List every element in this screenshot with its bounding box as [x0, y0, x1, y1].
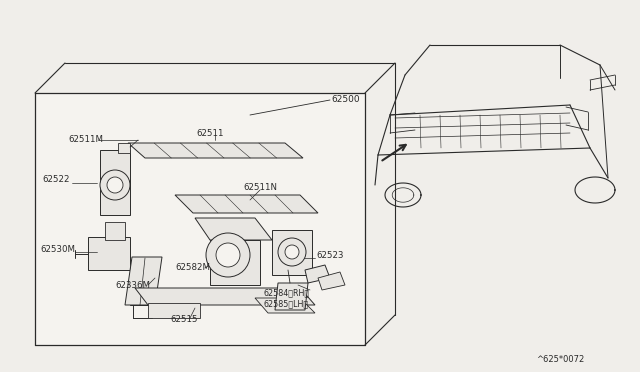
- Text: 62530M: 62530M: [40, 244, 75, 253]
- Text: 62511M: 62511M: [68, 135, 103, 144]
- Circle shape: [216, 243, 240, 267]
- Text: 62585〈LH〉: 62585〈LH〉: [263, 299, 308, 308]
- Circle shape: [206, 233, 250, 277]
- Text: ^625*0072: ^625*0072: [536, 356, 584, 365]
- Polygon shape: [210, 240, 260, 285]
- Polygon shape: [175, 195, 318, 213]
- Polygon shape: [118, 143, 130, 153]
- Circle shape: [278, 238, 306, 266]
- Polygon shape: [35, 93, 365, 345]
- Polygon shape: [128, 143, 303, 158]
- Polygon shape: [255, 298, 315, 313]
- Text: 62522: 62522: [42, 176, 70, 185]
- Polygon shape: [275, 283, 308, 310]
- Text: 62582M: 62582M: [175, 263, 210, 273]
- Text: 62523: 62523: [316, 251, 344, 260]
- Polygon shape: [105, 222, 125, 240]
- Polygon shape: [148, 303, 200, 318]
- Polygon shape: [318, 272, 345, 290]
- Polygon shape: [272, 230, 312, 275]
- Polygon shape: [195, 218, 272, 240]
- Polygon shape: [135, 288, 315, 305]
- Polygon shape: [100, 150, 130, 215]
- Circle shape: [107, 177, 123, 193]
- Circle shape: [285, 245, 299, 259]
- Polygon shape: [305, 265, 330, 283]
- Polygon shape: [88, 237, 130, 270]
- Text: 62511N: 62511N: [243, 183, 277, 192]
- Text: 62511: 62511: [196, 128, 223, 138]
- Circle shape: [100, 170, 130, 200]
- Text: 62515: 62515: [170, 315, 198, 324]
- Text: 62336M: 62336M: [115, 280, 150, 289]
- Text: 62584〈RH〉: 62584〈RH〉: [263, 289, 309, 298]
- Text: 62500: 62500: [331, 96, 360, 105]
- Polygon shape: [125, 257, 162, 305]
